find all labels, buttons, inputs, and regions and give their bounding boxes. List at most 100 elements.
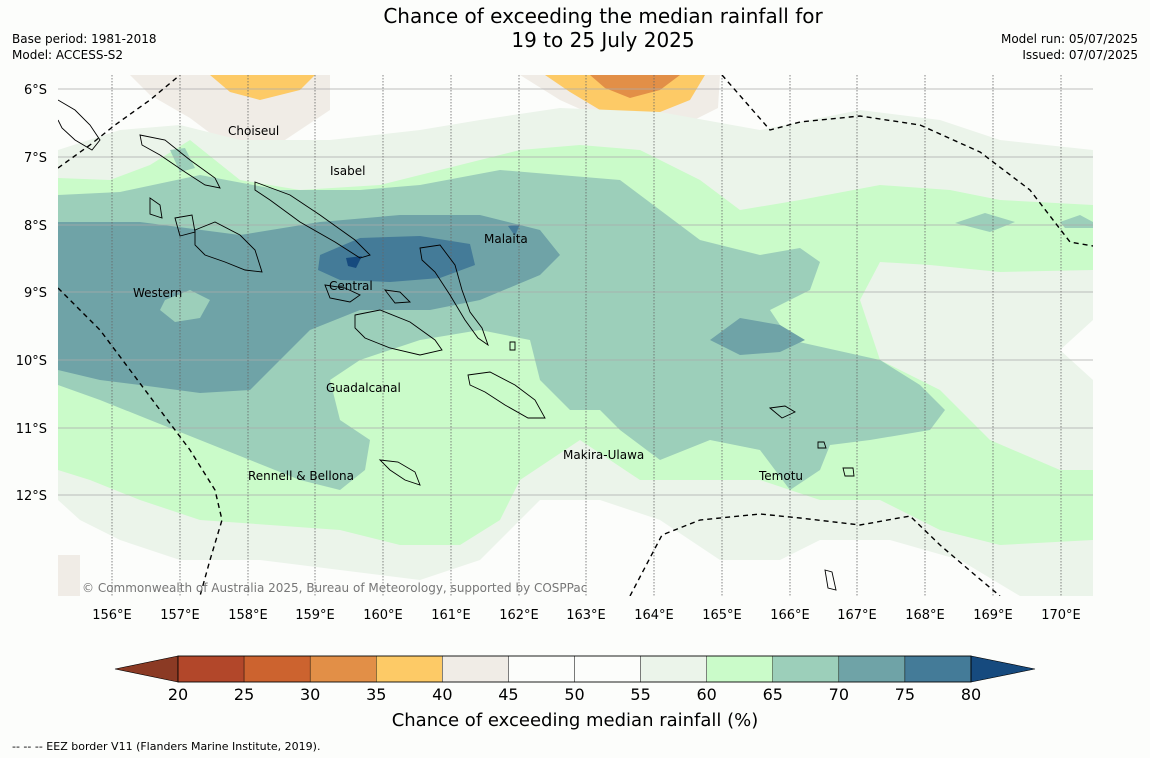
lon-label: 162°E — [499, 608, 539, 623]
band-75-80-small — [508, 224, 520, 236]
colorbar-tick-label: 50 — [564, 685, 584, 704]
colorbar-cell — [772, 655, 840, 683]
bougainville-coast — [58, 99, 101, 151]
issue-info: Model run: 05/07/2025 Issued: 07/07/2025 — [1001, 31, 1138, 63]
small-island — [509, 341, 516, 351]
colorbar-cell — [508, 655, 575, 683]
lon-label: 156°E — [92, 608, 132, 623]
temotu-island-2 — [817, 441, 827, 449]
colorbar-tick-label: 40 — [432, 685, 452, 704]
colorbar-tick-label: 75 — [895, 685, 915, 704]
lon-label: 168°E — [905, 608, 945, 623]
colorbar-tick-labels: 20 25 30 35 40 45 50 55 60 65 70 75 80 — [168, 685, 981, 704]
band-65-70-small — [170, 148, 195, 172]
region-label-choiseul: Choiseul — [228, 124, 279, 138]
temotu-island-3 — [842, 467, 855, 477]
western-island-1 — [149, 197, 163, 219]
colorbar-cell — [904, 655, 972, 683]
lat-label: 8°S — [24, 219, 47, 234]
colorbar-cell — [442, 655, 509, 683]
guadalcanal-coast — [354, 309, 443, 356]
lon-label: 163°E — [566, 608, 606, 623]
lon-label: 164°E — [634, 608, 674, 623]
region-label-guadalcanal: Guadalcanal — [326, 381, 401, 395]
copyright-notice: © Commonwealth of Australia 2025, Bureau… — [82, 581, 587, 595]
region-label-malaita: Malaita — [484, 232, 528, 246]
lat-label: 11°S — [16, 422, 47, 437]
malaita-coast — [419, 244, 489, 347]
colorbar-cell — [177, 655, 245, 683]
colorbar-tick-label: 80 — [961, 685, 981, 704]
colorbar-cell — [706, 655, 773, 683]
central-islands-1 — [324, 284, 361, 303]
band-40-45-south-west — [58, 555, 80, 596]
latitude-axis: 6°S 7°S 8°S 9°S 10°S 11°S 12°S — [16, 83, 47, 504]
region-label-rennell-bellona: Rennell & Bellona — [248, 469, 354, 483]
lon-label: 161°E — [431, 608, 471, 623]
model-run-text: Model run: 05/07/2025 — [1000, 32, 1138, 46]
latitude-gridlines — [58, 88, 1093, 496]
colorbar-tick-label: 55 — [630, 685, 650, 704]
band-70-75-east — [710, 318, 805, 355]
title-line-1: Chance of exceeding the median rainfall … — [383, 4, 823, 28]
colorbar-outline — [177, 655, 972, 683]
region-label-central: Central — [329, 279, 373, 293]
southern-island — [824, 569, 837, 591]
colorbar-tick-label: 60 — [696, 685, 716, 704]
colorbar-cell — [309, 655, 377, 683]
model-text: Model: ACCESS-S2 — [12, 48, 124, 62]
central-islands-2 — [383, 289, 412, 304]
longitude-axis: 156°E 157°E 158°E 159°E 160°E 161°E 162°… — [92, 608, 1081, 623]
band-above-80 — [346, 256, 362, 268]
temotu-island-1 — [768, 405, 796, 419]
colorbar-cell — [640, 655, 707, 683]
lon-label: 170°E — [1041, 608, 1081, 623]
band-30-35-north-east — [590, 75, 680, 98]
province-labels: Choiseul Isabel Malaita Western Central … — [133, 124, 803, 483]
model-info: Base period: 1981-2018 Model: ACCESS-S2 — [12, 31, 157, 63]
lon-label: 157°E — [160, 608, 200, 623]
colorbar-cell — [376, 655, 443, 683]
rennell-coast — [378, 459, 421, 486]
lon-label: 166°E — [770, 608, 810, 623]
base-period-text: Base period: 1981-2018 — [12, 32, 157, 46]
makira-coast — [467, 371, 546, 419]
title-line-2: 19 to 25 July 2025 — [511, 28, 695, 52]
band-65-70-western-hole — [160, 290, 210, 322]
lon-label: 165°E — [702, 608, 742, 623]
issued-text: Issued: 07/07/2025 — [1022, 48, 1138, 62]
probability-shading — [58, 75, 1093, 596]
colorbar: 20 25 30 35 40 45 50 55 60 65 70 75 80 Chance of exc… — [114, 655, 1036, 731]
eez-border — [58, 75, 1093, 596]
lon-label: 169°E — [973, 608, 1013, 623]
choiseul-coast — [139, 134, 221, 189]
colorbar-tick-label: 65 — [763, 685, 783, 704]
colorbar-title: Chance of exceeding median rainfall (%) — [392, 710, 759, 731]
colorbar-tick-label: 70 — [829, 685, 849, 704]
lat-label: 10°S — [16, 354, 47, 369]
band-35-40-north-west — [210, 75, 315, 100]
colorbar-low-extension — [114, 655, 179, 683]
isabel-coast — [254, 181, 371, 259]
band-65-70-east-small — [955, 213, 1015, 232]
lon-label: 159°E — [295, 608, 335, 623]
lat-label: 7°S — [24, 151, 47, 166]
band-75-80 — [318, 236, 475, 282]
lon-label: 158°E — [228, 608, 268, 623]
new-georgia-coast — [194, 221, 263, 273]
eez-footnote: -- -- -- EEZ border V11 (Flanders Marine… — [12, 740, 321, 753]
lat-label: 12°S — [16, 489, 47, 504]
coastlines — [58, 99, 855, 591]
lat-label: 9°S — [24, 286, 47, 301]
region-label-temotu: Temotu — [758, 469, 803, 483]
colorbar-tick-label: 30 — [300, 685, 320, 704]
lon-label: 160°E — [363, 608, 403, 623]
lat-label: 6°S — [24, 83, 47, 98]
colorbar-cells — [177, 655, 972, 683]
map-title: Chance of exceeding the median rainfall … — [0, 4, 1150, 52]
region-label-makira-ulawa: Makira-Ulawa — [563, 448, 644, 462]
colorbar-cell — [838, 655, 906, 683]
colorbar-cell — [574, 655, 641, 683]
colorbar-tick-label: 35 — [366, 685, 386, 704]
